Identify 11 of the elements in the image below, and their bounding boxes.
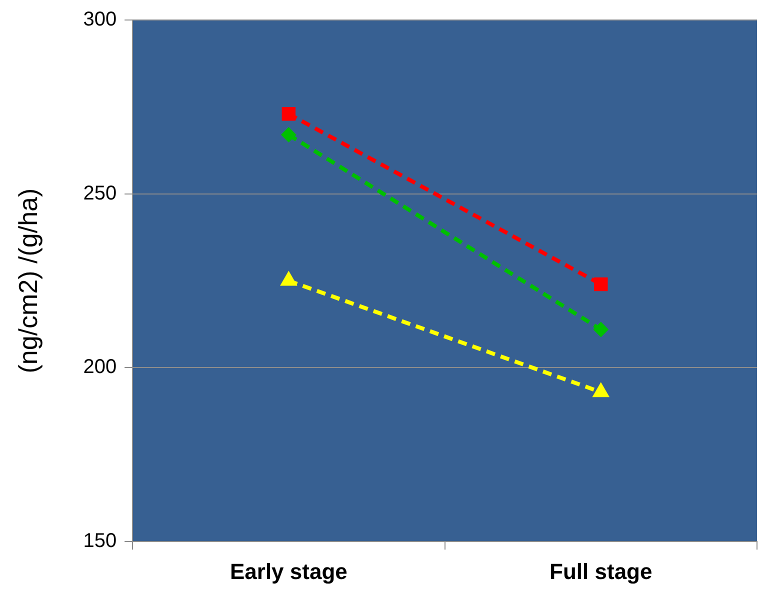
y-axis-title: (ng/cm2) /(g/ha) [12,188,43,374]
x-tick-label: Early stage [230,558,348,584]
point [593,322,608,337]
y-tick-label: 150 [83,530,117,552]
point [594,277,608,292]
y-tick-label: 300 [83,8,117,31]
point [281,127,296,142]
y-tick-label: 200 [83,356,117,378]
point [282,107,296,121]
y-tick-label: 250 [83,182,117,204]
x-tick-label: Full stage [550,558,652,584]
